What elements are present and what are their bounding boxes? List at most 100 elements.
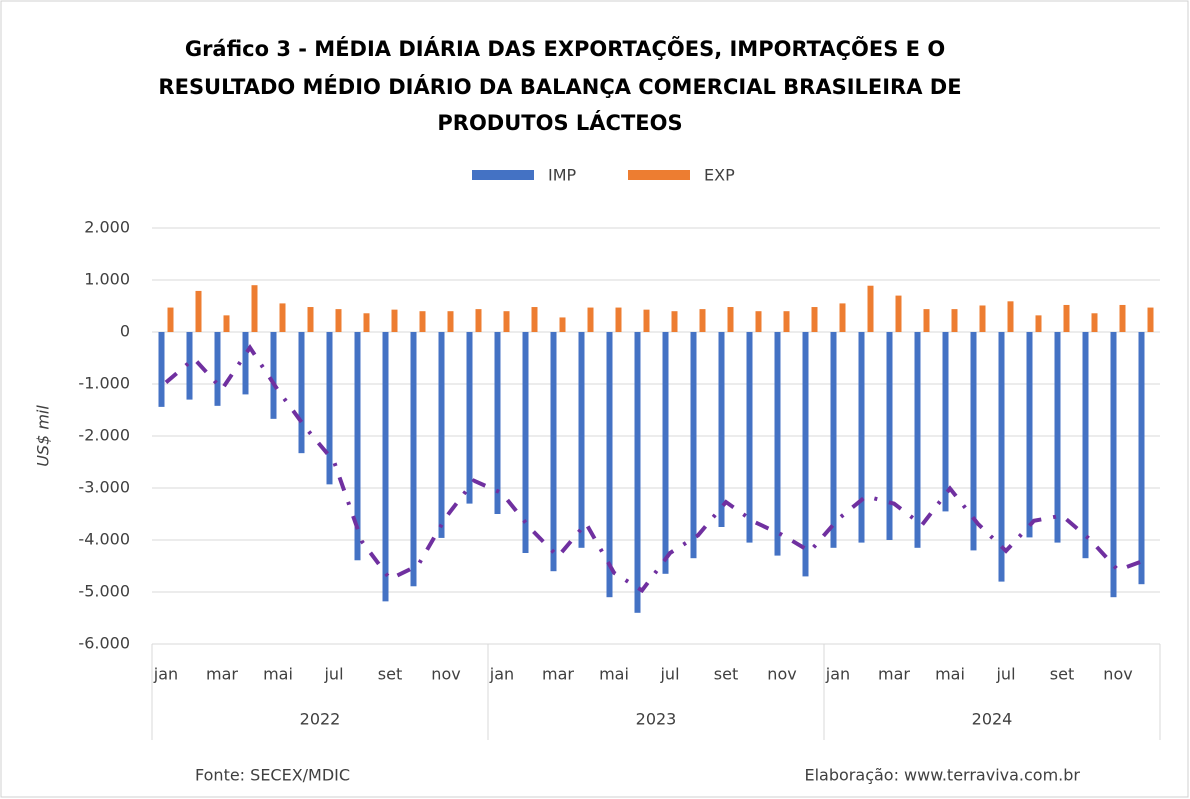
bar [802,332,809,577]
bar [494,332,501,514]
bar [923,309,930,332]
x-tick-label: jan [825,665,850,684]
bar [298,332,305,454]
x-tick-label: jan [489,665,514,684]
bar [522,332,529,553]
chart-title: RESULTADO MÉDIO DIÁRIO DA BALANÇA COMERC… [158,74,961,99]
bar [886,332,893,540]
bar [158,332,165,407]
legend-swatch [472,170,534,180]
bar [1007,301,1014,332]
bar [1147,307,1154,332]
bar [615,307,622,332]
bar [634,332,641,613]
bar [578,332,585,548]
chart-title: Gráfico 3 - MÉDIA DIÁRIA DAS EXPORTAÇÕES… [185,36,945,61]
bar [559,317,566,332]
bar [998,332,1005,582]
bar [699,309,706,332]
bar [223,315,230,332]
bar [1054,332,1061,543]
bar [867,285,874,332]
bar [914,332,921,548]
bar [1091,313,1098,332]
x-tick-label: jan [153,665,178,684]
bar [774,332,781,556]
x-group-label: 2022 [300,710,341,729]
x-group-label: 2024 [972,710,1013,729]
bar [167,307,174,332]
bar [242,332,249,395]
bar [214,332,221,406]
bar [1119,304,1126,332]
x-tick-label: mar [542,665,574,684]
bar [251,285,258,332]
y-tick-label: -5.000 [78,582,130,601]
y-tick-label: -6.000 [78,634,130,653]
bar [438,332,445,538]
bar [419,311,426,332]
bar [466,332,473,504]
y-tick-label: -1.000 [78,374,130,393]
x-tick-label: jul [323,665,343,684]
bar [335,309,342,332]
bar [475,309,482,332]
bar [1026,332,1033,538]
y-tick-label: -4.000 [78,530,130,549]
x-tick-label: mai [935,665,965,684]
bar [830,332,837,548]
y-tick-label: -3.000 [78,478,130,497]
bar [391,309,398,332]
bar [727,307,734,332]
x-tick-label: mar [878,665,910,684]
bar [270,332,277,419]
bar [858,332,865,543]
legend-swatch [628,170,690,180]
x-tick-label: nov [767,665,796,684]
bar [746,332,753,543]
bar [606,332,613,598]
bar [1138,332,1145,585]
bar [354,332,361,561]
bar [783,311,790,332]
bar [326,332,333,485]
bar [587,307,594,332]
bar [279,303,286,332]
bar [503,311,510,332]
source: Fonte: SECEX/MDIC [195,766,350,785]
x-tick-label: nov [1103,665,1132,684]
bar [1082,332,1089,559]
bar [195,290,202,332]
bar [447,311,454,332]
bar [382,332,389,602]
bar [671,311,678,332]
bar [662,332,669,574]
x-tick-label: set [714,665,738,684]
bar [951,309,958,332]
x-tick-label: nov [431,665,460,684]
x-group-label: 2023 [636,710,677,729]
y-tick-label: 0 [120,322,130,341]
bar [942,332,949,512]
bar [979,305,986,332]
bar [531,307,538,332]
bar [811,307,818,332]
y-tick-label: 2.000 [84,218,130,237]
y-tick-label: 1.000 [84,270,130,289]
bar [755,311,762,332]
bar [895,295,902,332]
x-tick-label: set [378,665,402,684]
x-tick-label: mai [599,665,629,684]
bar [550,332,557,572]
bar [1035,315,1042,332]
bar [186,332,193,400]
x-tick-label: mar [206,665,238,684]
bar [718,332,725,527]
legend-label: IMP [548,166,577,185]
y-tick-label: -2.000 [78,426,130,445]
line-series [164,343,1147,594]
legend-label: EXP [704,166,735,185]
bar [970,332,977,551]
